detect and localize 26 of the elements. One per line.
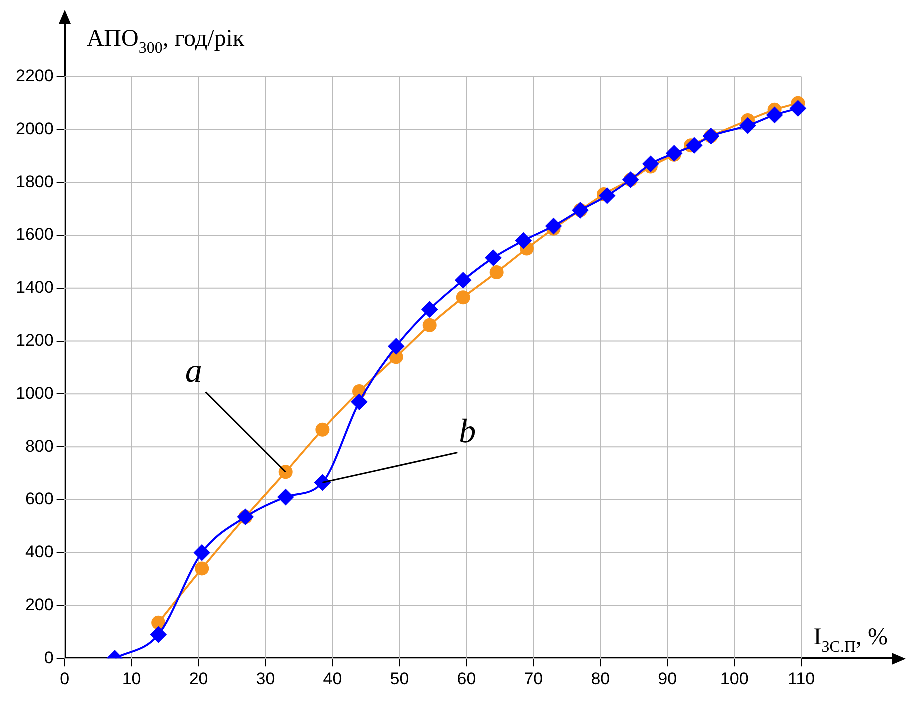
- annotation: a: [185, 353, 202, 390]
- x-tick-label: 20: [189, 669, 208, 688]
- x-tick-label: 10: [122, 669, 142, 688]
- x-tick-label: 30: [256, 669, 276, 688]
- x-tick-label: 0: [60, 669, 70, 688]
- y-tick-label: 200: [25, 595, 54, 614]
- x-tick-label: 40: [323, 669, 342, 688]
- x-tick-label: 50: [390, 669, 410, 688]
- x-tick-label: 90: [658, 669, 678, 688]
- y-tick-label: 1600: [16, 225, 54, 244]
- y-tick-label: 1400: [16, 278, 54, 298]
- y-tick-label: 1000: [16, 384, 54, 403]
- x-tick-label: 60: [457, 669, 476, 688]
- y-tick-label: 400: [25, 542, 54, 562]
- x-tick-label: 80: [591, 669, 610, 688]
- y-tick-label: 600: [25, 490, 54, 509]
- x-tick-label: 110: [788, 669, 816, 688]
- y-tick-label: 1800: [16, 172, 54, 192]
- annotation: b: [459, 414, 476, 451]
- y-tick-label: 1200: [16, 330, 54, 350]
- y-tick-label: 2000: [16, 119, 54, 138]
- y-tick-label: 0: [44, 648, 54, 668]
- x-tick-label: 100: [720, 669, 749, 688]
- y-tick-label: 2200: [16, 66, 54, 86]
- y-tick-label: 800: [25, 436, 54, 456]
- x-tick-label: 70: [524, 669, 544, 688]
